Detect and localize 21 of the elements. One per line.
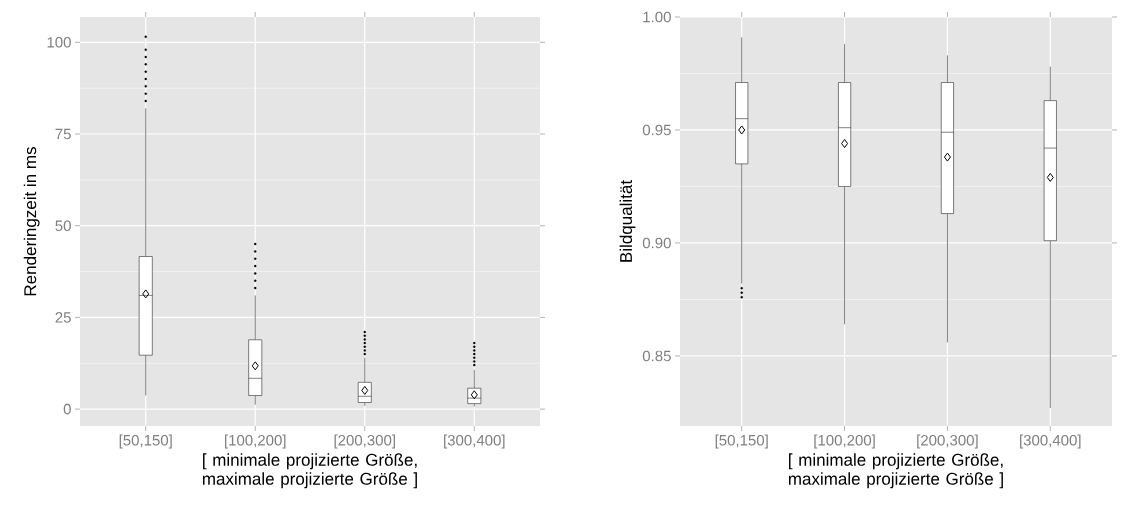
x-tick-label: [200,300] (334, 434, 395, 449)
y-tick-label: 0.95 (642, 124, 671, 136)
y-axis-title: Renderingzeit in ms (23, 147, 40, 296)
x-tick-label: [300,400] (1020, 434, 1081, 449)
x-tick-label: [50,150] (715, 434, 768, 449)
x-axis-title: [ minimale projizierte Größe, maximale projizierte Größe ] (788, 453, 1003, 489)
y-axis-title: Bildqualität (619, 180, 636, 262)
x-tick-label: [100,200] (814, 434, 875, 449)
y-tick-label: 0 (63, 403, 71, 415)
y-tick-label: 100 (47, 36, 71, 48)
y-tick-label: 50 (55, 220, 71, 232)
x-axis-title: [ minimale projizierte Größe, maximale projizierte Größe ] (202, 453, 417, 489)
x-tick-label: [200,300] (917, 434, 978, 449)
y-tick-label: 1.00 (643, 11, 671, 23)
y-tick-label: 25 (55, 312, 71, 323)
y-tick-label: 0.85 (642, 350, 671, 362)
y-tick-label: 0.90 (642, 237, 671, 249)
x-tick-label: [300,400] (444, 434, 505, 449)
x-tick-label: [100,200] (225, 434, 286, 449)
x-tick-label: [50,150] (119, 434, 172, 449)
y-tick-label: 75 (55, 128, 71, 140)
